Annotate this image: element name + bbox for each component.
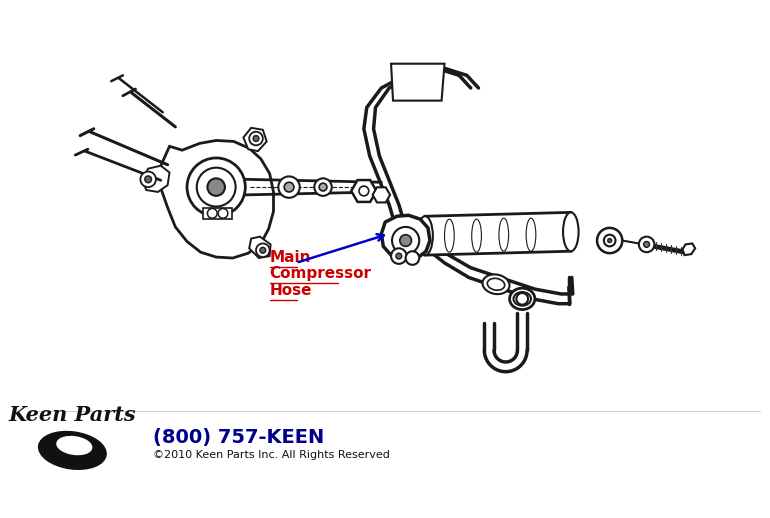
Polygon shape bbox=[142, 166, 169, 192]
Polygon shape bbox=[381, 215, 430, 260]
Circle shape bbox=[392, 227, 419, 254]
Text: Hose: Hose bbox=[270, 283, 312, 298]
Text: ©2010 Keen Parts Inc. All Rights Reserved: ©2010 Keen Parts Inc. All Rights Reserve… bbox=[153, 450, 390, 461]
Ellipse shape bbox=[499, 218, 509, 251]
Circle shape bbox=[391, 248, 407, 264]
Circle shape bbox=[253, 136, 259, 141]
Polygon shape bbox=[351, 180, 377, 202]
Circle shape bbox=[359, 186, 369, 196]
Circle shape bbox=[396, 253, 402, 259]
Ellipse shape bbox=[472, 219, 481, 252]
Circle shape bbox=[608, 239, 611, 242]
Polygon shape bbox=[682, 243, 695, 255]
Circle shape bbox=[187, 158, 246, 216]
Circle shape bbox=[140, 171, 156, 187]
Circle shape bbox=[597, 228, 622, 253]
Polygon shape bbox=[425, 212, 571, 255]
Text: Main: Main bbox=[270, 250, 311, 265]
Circle shape bbox=[279, 177, 300, 198]
Circle shape bbox=[406, 251, 419, 265]
Circle shape bbox=[260, 247, 266, 253]
Ellipse shape bbox=[38, 431, 106, 469]
Circle shape bbox=[604, 235, 615, 247]
Text: (800) 757-KEEN: (800) 757-KEEN bbox=[153, 428, 324, 447]
Ellipse shape bbox=[483, 275, 510, 294]
Ellipse shape bbox=[417, 216, 433, 255]
Ellipse shape bbox=[510, 288, 535, 310]
Circle shape bbox=[145, 176, 152, 183]
Circle shape bbox=[517, 293, 528, 305]
Ellipse shape bbox=[444, 219, 454, 252]
Circle shape bbox=[207, 208, 217, 218]
Ellipse shape bbox=[514, 292, 531, 306]
Circle shape bbox=[314, 178, 332, 196]
Ellipse shape bbox=[487, 278, 504, 290]
Circle shape bbox=[320, 183, 327, 191]
Ellipse shape bbox=[57, 437, 92, 455]
Polygon shape bbox=[373, 188, 390, 203]
Polygon shape bbox=[243, 128, 266, 151]
Text: Keen Parts: Keen Parts bbox=[8, 405, 136, 425]
Circle shape bbox=[400, 235, 411, 247]
Circle shape bbox=[644, 241, 650, 247]
Circle shape bbox=[256, 243, 270, 257]
Text: Compressor: Compressor bbox=[270, 266, 372, 281]
Circle shape bbox=[249, 132, 263, 146]
Circle shape bbox=[207, 178, 225, 196]
Circle shape bbox=[197, 168, 236, 207]
Ellipse shape bbox=[526, 218, 536, 251]
Circle shape bbox=[639, 237, 654, 252]
Circle shape bbox=[284, 182, 294, 192]
Polygon shape bbox=[391, 64, 444, 100]
Circle shape bbox=[218, 208, 228, 218]
Polygon shape bbox=[249, 237, 270, 258]
Polygon shape bbox=[161, 140, 273, 258]
Ellipse shape bbox=[563, 212, 578, 251]
Polygon shape bbox=[203, 208, 232, 219]
